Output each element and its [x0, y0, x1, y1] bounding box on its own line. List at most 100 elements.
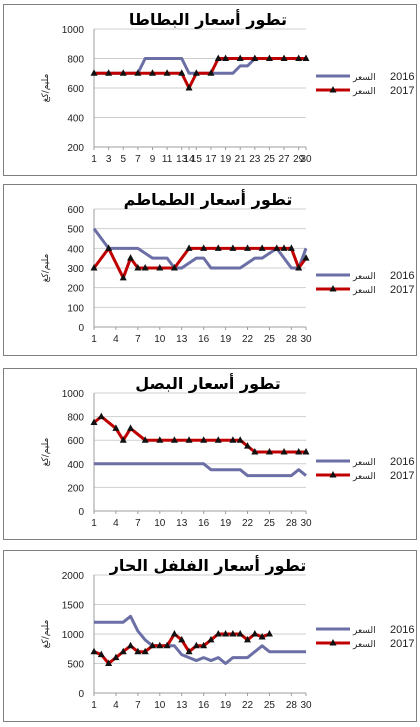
legend-label-2016: السعر: [352, 272, 376, 282]
x-tick-label: 16: [198, 518, 210, 529]
data-point-2017: [148, 69, 156, 76]
data-point-2017: [200, 244, 208, 251]
chart-panel-chili: 0 500 1000 1500 2000 1 4 7 10 13 16 19 22 25 28 30 مليم/…: [3, 550, 417, 722]
data-point-2017: [229, 244, 237, 251]
y-tick-label: 600: [67, 205, 84, 216]
data-point-2017: [141, 264, 149, 271]
x-tick-label: 7: [135, 154, 141, 165]
data-point-2017: [105, 244, 113, 251]
data-point-2017: [90, 69, 98, 76]
legend-marker-2017: [329, 471, 337, 478]
legend-year-2017: 2017: [390, 85, 414, 97]
data-point-2017: [185, 84, 193, 91]
data-point-2017: [258, 244, 266, 251]
data-point-2017: [90, 418, 98, 425]
data-point-2017: [141, 436, 149, 443]
x-tick-label: 11: [162, 154, 173, 165]
x-tick-label: 25: [264, 518, 276, 529]
series-line-2017: [92, 246, 308, 280]
x-tick-label: 13: [176, 334, 188, 345]
data-point-2017: [185, 244, 193, 251]
data-point-2017: [119, 69, 127, 76]
y-tick-label: 0: [78, 689, 84, 700]
data-point-2017: [214, 630, 222, 637]
legend-label-2016: السعر: [352, 458, 376, 468]
legend-marker-2017: [329, 86, 337, 93]
x-tick-label: 22: [242, 334, 254, 345]
legend-year-2017: 2017: [390, 284, 414, 296]
chart-title: تطور أسعار الفلفل الحار: [109, 555, 307, 575]
x-tick-label: 16: [198, 334, 210, 345]
x-tick-label: 30: [300, 518, 312, 529]
chart-tomato: 0 100 200 300 400 500 600 1 4 7 10 13 16 19 22 25 28 30 مل…: [41, 189, 414, 345]
x-tick-label: 19: [220, 518, 232, 529]
data-point-2017: [127, 254, 135, 261]
data-point-2017: [192, 69, 200, 76]
legend-label-2017: السعر: [352, 87, 376, 97]
data-point-2017: [258, 632, 266, 640]
data-point-2017: [302, 448, 310, 455]
data-point-2017: [178, 635, 186, 643]
x-tick-label: 25: [264, 700, 276, 711]
data-point-2017: [214, 54, 222, 61]
x-tick-label: 22: [242, 518, 254, 529]
y-tick-label: 0: [78, 323, 84, 334]
data-point-2017: [119, 647, 127, 655]
legend-year-2016: 2016: [390, 624, 414, 636]
data-point-2017: [302, 254, 310, 261]
x-tick-label: 4: [113, 334, 119, 345]
data-point-2017: [251, 54, 259, 61]
data-point-2017: [185, 436, 193, 443]
data-point-2017: [156, 641, 164, 649]
x-tick-label: 1: [91, 518, 97, 529]
data-point-2017: [280, 244, 288, 251]
data-point-2017: [207, 635, 215, 643]
x-tick-label: 30: [300, 334, 312, 345]
y-tick-label: 200: [67, 143, 84, 154]
series-line-2016: [94, 462, 307, 478]
x-tick-label: 7: [135, 700, 141, 711]
data-point-2017: [273, 244, 281, 251]
x-tick-label: 10: [154, 518, 166, 529]
y-tick-label: 400: [67, 460, 84, 471]
data-point-2017: [127, 641, 135, 649]
x-tick-label: 7: [135, 518, 141, 529]
y-tick-label: 600: [67, 84, 84, 95]
chart-title: تطور أسعار البطاطا: [129, 9, 287, 29]
data-point-2017: [163, 641, 171, 649]
legend-year-2016: 2016: [390, 71, 414, 83]
x-tick-label: 9: [150, 154, 156, 165]
data-point-2017: [295, 264, 303, 271]
data-point-2017: [251, 630, 259, 637]
data-point-2017: [265, 54, 273, 61]
data-point-2017: [148, 641, 156, 649]
y-axis-label: مليم/كغ: [41, 254, 51, 283]
x-tick-label: 1: [91, 334, 97, 345]
legend-label-2016: السعر: [352, 73, 376, 83]
x-tick-label: 15: [191, 154, 203, 165]
data-point-2017: [302, 54, 310, 61]
data-point-2017: [119, 273, 127, 281]
data-point-2017: [280, 54, 288, 61]
data-point-2017: [112, 424, 120, 431]
x-tick-label: 4: [113, 518, 119, 529]
y-tick-label: 1500: [62, 601, 85, 612]
x-tick-label: 4: [113, 700, 119, 711]
x-tick-label: 16: [198, 700, 210, 711]
data-point-2017: [170, 630, 178, 637]
y-tick-label: 200: [67, 284, 84, 295]
x-tick-label: 14: [183, 154, 195, 165]
x-tick-label: 25: [264, 154, 276, 165]
x-tick-label: 5: [120, 154, 126, 165]
data-point-2017: [163, 69, 171, 76]
data-point-2017: [214, 244, 222, 251]
series-line-2017: [93, 415, 306, 454]
data-point-2017: [105, 659, 113, 666]
data-point-2017: [214, 436, 222, 443]
y-tick-label: 1000: [62, 630, 85, 641]
x-tick-label: 1: [91, 700, 97, 711]
x-tick-label: 23: [249, 154, 261, 165]
legend-label-2017: السعر: [352, 472, 376, 482]
legend-marker-2017: [329, 285, 337, 292]
